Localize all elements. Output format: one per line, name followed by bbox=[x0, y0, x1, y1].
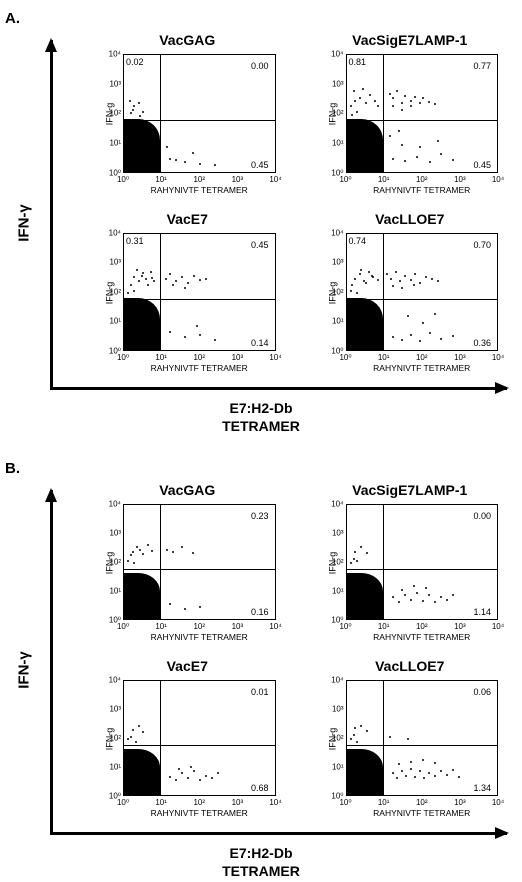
x-ticks: 10⁰10¹10²10³10⁴ bbox=[346, 798, 499, 808]
plot-xlabel: RAHYNIVTF TETRAMER bbox=[123, 185, 276, 195]
y-axis-label-a: IFN-γ bbox=[15, 204, 32, 242]
y-axis-label-b: IFN-γ bbox=[15, 651, 32, 689]
x-ticks: 10⁰10¹10²10³10⁴ bbox=[123, 175, 276, 185]
panel-letter-a: A. bbox=[5, 10, 20, 27]
plot-a-1: VacGAGIFN-gRAHYNIVTF TETRAMER10⁰10¹10²10… bbox=[95, 32, 280, 197]
plot-box: 0.020.000.45 bbox=[123, 54, 276, 173]
plot-grid-a: VacGAGIFN-gRAHYNIVTF TETRAMER10⁰10¹10²10… bbox=[95, 32, 502, 375]
plot-title: VacLLOE7 bbox=[318, 658, 503, 674]
x-axis-arrow-b bbox=[50, 832, 507, 835]
x-ticks: 10⁰10¹10²10³10⁴ bbox=[123, 798, 276, 808]
plot-box: 0.810.770.45 bbox=[346, 54, 499, 173]
y-axis-arrow-a bbox=[50, 40, 53, 390]
plot-title: VacSigE7LAMP-1 bbox=[318, 32, 503, 48]
plot-title: VacE7 bbox=[95, 211, 280, 227]
plot-box: 0.310.450.14 bbox=[123, 233, 276, 352]
plot-xlabel: RAHYNIVTF TETRAMER bbox=[346, 632, 499, 642]
plot-title: VacE7 bbox=[95, 658, 280, 674]
plot-xlabel: RAHYNIVTF TETRAMER bbox=[346, 363, 499, 373]
plot-box: 0.061.34 bbox=[346, 680, 499, 796]
y-ticks: 10⁰10¹10²10³10⁴ bbox=[328, 680, 344, 796]
scatter-layer bbox=[124, 681, 275, 795]
y-ticks: 10⁰10¹10²10³10⁴ bbox=[105, 680, 121, 796]
plot-xlabel: RAHYNIVTF TETRAMER bbox=[123, 363, 276, 373]
scatter-layer bbox=[347, 505, 498, 619]
x-ticks: 10⁰10¹10²10³10⁴ bbox=[346, 175, 499, 185]
plot-a-2: VacSigE7LAMP-1IFN-gRAHYNIVTF TETRAMER10⁰… bbox=[318, 32, 503, 197]
plot-xlabel: RAHYNIVTF TETRAMER bbox=[346, 808, 499, 818]
plot-box: 0.001.14 bbox=[346, 504, 499, 620]
plot-grid-b: VacGAGIFN-gRAHYNIVTF TETRAMER10⁰10¹10²10… bbox=[95, 482, 502, 820]
scatter-layer bbox=[124, 55, 275, 172]
x-axis-label-a: E7:H2-Db TETRAMER bbox=[222, 400, 300, 435]
plot-a-3: VacE7IFN-gRAHYNIVTF TETRAMER10⁰10¹10²10³… bbox=[95, 211, 280, 376]
y-ticks: 10⁰10¹10²10³10⁴ bbox=[328, 504, 344, 620]
x-ticks: 10⁰10¹10²10³10⁴ bbox=[123, 622, 276, 632]
y-ticks: 10⁰10¹10²10³10⁴ bbox=[105, 54, 121, 173]
plot-title: VacLLOE7 bbox=[318, 211, 503, 227]
plot-title: VacSigE7LAMP-1 bbox=[318, 482, 503, 498]
y-ticks: 10⁰10¹10²10³10⁴ bbox=[328, 54, 344, 173]
plot-xlabel: RAHYNIVTF TETRAMER bbox=[346, 185, 499, 195]
x-ticks: 10⁰10¹10²10³10⁴ bbox=[346, 622, 499, 632]
plot-a-4: VacLLOE7IFN-gRAHYNIVTF TETRAMER10⁰10¹10²… bbox=[318, 211, 503, 376]
scatter-layer bbox=[347, 55, 498, 172]
scatter-layer bbox=[347, 234, 498, 351]
x-axis-label-b: E7:H2-Db TETRAMER bbox=[222, 845, 300, 880]
plot-b-4: VacLLOE7IFN-gRAHYNIVTF TETRAMER10⁰10¹10²… bbox=[318, 658, 503, 820]
plot-b-3: VacE7IFN-gRAHYNIVTF TETRAMER10⁰10¹10²10³… bbox=[95, 658, 280, 820]
scatter-layer bbox=[347, 681, 498, 795]
plot-title: VacGAG bbox=[95, 482, 280, 498]
plot-box: 0.230.16 bbox=[123, 504, 276, 620]
plot-b-1: VacGAGIFN-gRAHYNIVTF TETRAMER10⁰10¹10²10… bbox=[95, 482, 280, 644]
plot-xlabel: RAHYNIVTF TETRAMER bbox=[123, 632, 276, 642]
plot-xlabel: RAHYNIVTF TETRAMER bbox=[123, 808, 276, 818]
x-ticks: 10⁰10¹10²10³10⁴ bbox=[346, 353, 499, 363]
scatter-layer bbox=[124, 234, 275, 351]
y-ticks: 10⁰10¹10²10³10⁴ bbox=[105, 504, 121, 620]
x-ticks: 10⁰10¹10²10³10⁴ bbox=[123, 353, 276, 363]
plot-box: 0.010.68 bbox=[123, 680, 276, 796]
figure-panel-b: B. IFN-γ E7:H2-Db TETRAMER VacGAGIFN-gRA… bbox=[5, 460, 517, 880]
y-ticks: 10⁰10¹10²10³10⁴ bbox=[105, 233, 121, 352]
y-axis-arrow-b bbox=[50, 490, 53, 835]
scatter-layer bbox=[124, 505, 275, 619]
plot-box: 0.740.700.36 bbox=[346, 233, 499, 352]
panel-letter-b: B. bbox=[5, 460, 20, 477]
plot-b-2: VacSigE7LAMP-1IFN-gRAHYNIVTF TETRAMER10⁰… bbox=[318, 482, 503, 644]
y-ticks: 10⁰10¹10²10³10⁴ bbox=[328, 233, 344, 352]
x-axis-arrow-a bbox=[50, 387, 507, 390]
figure-panel-a: A. IFN-γ E7:H2-Db TETRAMER VacGAGIFN-gRA… bbox=[5, 10, 517, 435]
plot-title: VacGAG bbox=[95, 32, 280, 48]
